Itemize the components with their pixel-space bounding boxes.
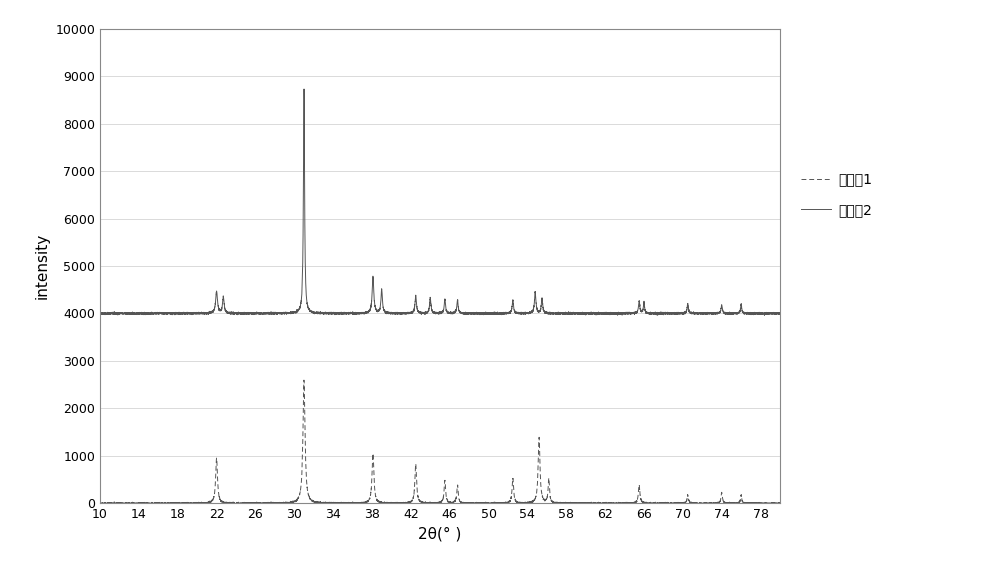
Y-axis label: intensity: intensity (35, 233, 50, 299)
Legend: 实施例1, 实施例2: 实施例1, 实施例2 (801, 172, 872, 217)
X-axis label: 2θ(° ): 2θ(° ) (418, 527, 462, 542)
